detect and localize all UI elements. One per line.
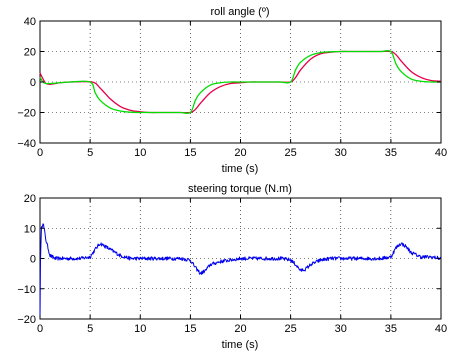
x-axis-label-roll: time (s) (222, 163, 259, 175)
y-tick-label: 20 (24, 193, 36, 205)
y-tick-label: 0 (30, 77, 36, 89)
x-tick-label: 35 (385, 147, 397, 159)
x-tick-label: 10 (134, 147, 146, 159)
y-tick-label: −10 (17, 284, 36, 296)
y-tick-label: 10 (24, 223, 36, 235)
x-tick-label: 30 (335, 323, 347, 335)
chart-title-torque: steering torque (N.m) (188, 183, 292, 195)
series-line-1-0 (39, 223, 442, 320)
x-tick-label: 5 (87, 323, 93, 335)
x-tick-label: 15 (184, 147, 196, 159)
x-tick-label: 20 (234, 323, 246, 335)
x-tick-label: 10 (134, 323, 146, 335)
chart-roll-angle: 0 5 10 15 20 25 30 35 40 −40 −20 0 20 40 roll angle (… (17, 6, 447, 175)
x-tick-label: 20 (234, 147, 246, 159)
x-tick-label: 30 (335, 147, 347, 159)
ticks-roll: 0 5 10 15 20 25 30 35 40 −40 −20 0 20 40 (17, 16, 447, 159)
x-tick-label: 25 (285, 147, 297, 159)
x-tick-label: 0 (37, 147, 43, 159)
ticks-torque: 0 5 10 15 20 25 30 35 40 −20 −10 0 10 20 (17, 193, 447, 335)
y-tick-label: 20 (24, 47, 36, 59)
chart-steering-torque: 0 5 10 15 20 25 30 35 40 −20 −10 0 10 20 steering tor… (17, 183, 447, 351)
x-axis-label-torque: time (s) (222, 339, 259, 351)
y-tick-label: −40 (17, 138, 36, 150)
x-tick-label: 15 (184, 323, 196, 335)
series-group-roll (39, 49, 442, 115)
chart-title-roll: roll angle (º) (210, 6, 269, 18)
y-tick-label: −20 (17, 108, 36, 120)
x-tick-label: 5 (87, 147, 93, 159)
series-group-torque (39, 223, 442, 320)
y-tick-label: 0 (30, 254, 36, 266)
x-tick-label: 40 (435, 323, 447, 335)
y-tick-label: 40 (24, 16, 36, 28)
x-tick-label: 40 (435, 147, 447, 159)
series-line-0-1 (39, 49, 442, 115)
x-tick-label: 25 (285, 323, 297, 335)
x-tick-label: 0 (37, 323, 43, 335)
y-tick-label: −20 (17, 314, 36, 326)
x-tick-label: 35 (385, 323, 397, 335)
